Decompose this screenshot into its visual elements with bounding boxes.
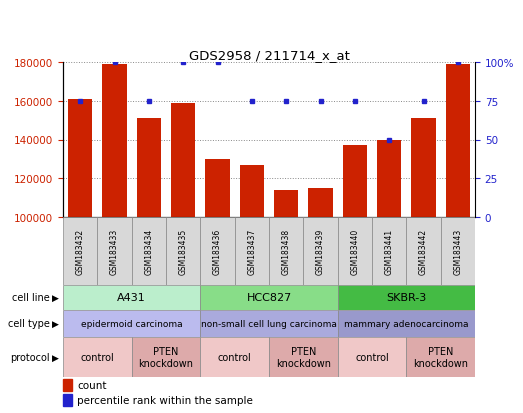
Bar xyxy=(412,119,436,218)
Text: cell type: cell type xyxy=(8,319,50,329)
Bar xyxy=(338,337,406,377)
Text: ▶: ▶ xyxy=(52,319,59,328)
Bar xyxy=(97,218,132,285)
Text: ▶: ▶ xyxy=(52,353,59,362)
Bar xyxy=(372,218,406,285)
Bar xyxy=(206,159,230,218)
Text: GSM183436: GSM183436 xyxy=(213,228,222,275)
Text: count: count xyxy=(77,380,107,390)
Text: epidermoid carcinoma: epidermoid carcinoma xyxy=(81,319,183,328)
Text: A431: A431 xyxy=(117,293,146,303)
Text: HCC827: HCC827 xyxy=(246,293,292,303)
Bar xyxy=(338,310,475,337)
Bar xyxy=(446,65,470,218)
Bar xyxy=(406,218,441,285)
Bar xyxy=(166,218,200,285)
Text: GSM183435: GSM183435 xyxy=(179,228,188,275)
Bar xyxy=(68,100,92,218)
Bar xyxy=(240,165,264,218)
Bar xyxy=(200,218,235,285)
Bar xyxy=(235,218,269,285)
Bar xyxy=(343,146,367,218)
Bar xyxy=(103,65,127,218)
Bar xyxy=(63,337,132,377)
Bar xyxy=(338,218,372,285)
Text: ▶: ▶ xyxy=(52,293,59,302)
Text: non-small cell lung carcinoma: non-small cell lung carcinoma xyxy=(201,319,337,328)
Text: GSM183439: GSM183439 xyxy=(316,228,325,275)
Text: PTEN
knockdown: PTEN knockdown xyxy=(276,347,331,368)
Text: GSM183440: GSM183440 xyxy=(350,228,359,275)
Bar xyxy=(63,379,72,392)
Bar xyxy=(63,218,97,285)
Bar xyxy=(200,285,338,310)
Text: protocol: protocol xyxy=(10,352,50,362)
Bar xyxy=(63,285,200,310)
Bar xyxy=(132,218,166,285)
Text: GSM183437: GSM183437 xyxy=(247,228,256,275)
Bar xyxy=(63,394,72,406)
Text: mammary adenocarcinoma: mammary adenocarcinoma xyxy=(344,319,469,328)
Text: GSM183443: GSM183443 xyxy=(453,228,462,275)
Text: PTEN
knockdown: PTEN knockdown xyxy=(413,347,468,368)
Text: GSM183438: GSM183438 xyxy=(282,228,291,274)
Bar xyxy=(269,218,303,285)
Text: control: control xyxy=(355,352,389,362)
Bar xyxy=(269,337,338,377)
Bar xyxy=(132,337,200,377)
Text: PTEN
knockdown: PTEN knockdown xyxy=(139,347,194,368)
Bar xyxy=(171,103,195,218)
Bar xyxy=(406,337,475,377)
Bar xyxy=(303,218,338,285)
Bar xyxy=(441,218,475,285)
Text: cell line: cell line xyxy=(12,293,50,303)
Text: GSM183441: GSM183441 xyxy=(385,228,394,274)
Text: GSM183432: GSM183432 xyxy=(76,228,85,274)
Text: GSM183433: GSM183433 xyxy=(110,228,119,275)
Title: GDS2958 / 211714_x_at: GDS2958 / 211714_x_at xyxy=(189,49,349,62)
Text: percentile rank within the sample: percentile rank within the sample xyxy=(77,395,253,406)
Bar xyxy=(200,310,338,337)
Bar xyxy=(63,310,200,337)
Text: control: control xyxy=(81,352,114,362)
Text: control: control xyxy=(218,352,252,362)
Bar xyxy=(338,285,475,310)
Bar xyxy=(274,190,298,218)
Text: SKBR-3: SKBR-3 xyxy=(386,293,426,303)
Bar xyxy=(200,337,269,377)
Bar xyxy=(309,188,333,218)
Text: GSM183442: GSM183442 xyxy=(419,228,428,274)
Text: GSM183434: GSM183434 xyxy=(144,228,153,275)
Bar xyxy=(377,140,401,218)
Bar xyxy=(137,119,161,218)
